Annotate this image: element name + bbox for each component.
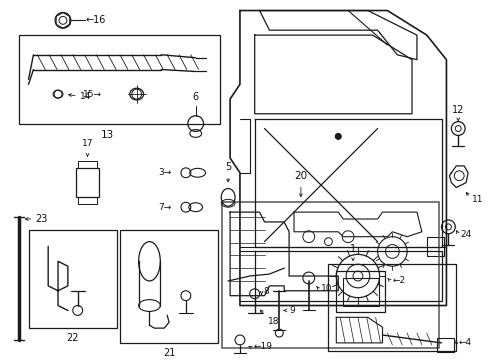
Text: ←19: ←19 [253,342,272,351]
Text: 21: 21 [163,348,175,358]
Bar [19,35,220,123]
Text: 9: 9 [288,306,294,315]
Text: ←4: ←4 [457,338,470,347]
Text: 24: 24 [459,230,470,239]
Text: 20: 20 [294,171,307,181]
Text: 10: 10 [320,284,331,293]
Text: 22: 22 [66,333,79,343]
Text: 14: 14 [80,91,91,100]
Text: 7→: 7→ [158,203,171,212]
Text: 17: 17 [81,139,93,148]
Bar [78,197,97,204]
Bar [436,338,453,352]
Text: 18: 18 [267,317,279,326]
Text: 1: 1 [349,244,355,255]
Bar [78,161,97,168]
Bar [28,230,117,328]
Text: 23: 23 [35,214,48,224]
Text: 8: 8 [263,287,269,296]
Text: 6: 6 [192,92,198,102]
Bar [343,278,378,306]
Text: 3→: 3→ [158,168,171,177]
Text: ←2: ←2 [391,276,405,285]
Text: 11: 11 [471,195,483,204]
Text: 13: 13 [101,130,114,140]
Text: 5: 5 [224,162,231,172]
Circle shape [335,134,341,139]
Bar [120,230,218,343]
Bar [76,168,99,197]
Bar [336,271,385,312]
Text: 12: 12 [451,105,464,115]
Text: ←16: ←16 [85,15,106,25]
Bar [328,264,455,351]
Bar [426,237,444,256]
Bar [222,202,438,348]
Text: 15→: 15→ [83,90,102,99]
